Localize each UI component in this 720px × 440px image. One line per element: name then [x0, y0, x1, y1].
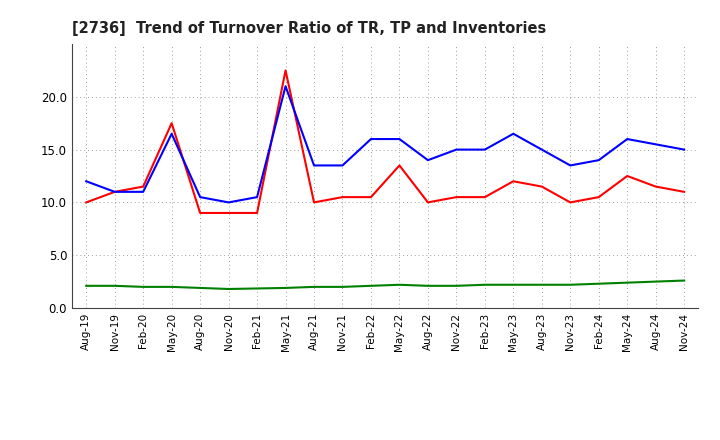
Inventories: [395, 282, 404, 287]
Trade Receivables: [395, 163, 404, 168]
Trade Receivables: [338, 194, 347, 200]
Inventories: [282, 285, 290, 290]
Trade Receivables: [509, 179, 518, 184]
Trade Receivables: [652, 184, 660, 189]
Trade Receivables: [423, 200, 432, 205]
Line: Trade Payables: Trade Payables: [86, 86, 684, 202]
Trade Payables: [480, 147, 489, 152]
Inventories: [139, 284, 148, 290]
Line: Trade Receivables: Trade Receivables: [86, 70, 684, 213]
Trade Payables: [566, 163, 575, 168]
Trade Receivables: [167, 121, 176, 126]
Trade Receivables: [623, 173, 631, 179]
Inventories: [196, 285, 204, 290]
Trade Payables: [366, 136, 375, 142]
Trade Receivables: [196, 210, 204, 216]
Trade Receivables: [366, 194, 375, 200]
Inventories: [537, 282, 546, 287]
Inventories: [82, 283, 91, 289]
Trade Payables: [395, 136, 404, 142]
Inventories: [595, 281, 603, 286]
Trade Receivables: [110, 189, 119, 194]
Trade Payables: [82, 179, 91, 184]
Trade Payables: [225, 200, 233, 205]
Trade Payables: [452, 147, 461, 152]
Trade Receivables: [253, 210, 261, 216]
Inventories: [652, 279, 660, 284]
Trade Payables: [537, 147, 546, 152]
Trade Receivables: [282, 68, 290, 73]
Trade Receivables: [566, 200, 575, 205]
Inventories: [253, 286, 261, 291]
Trade Payables: [196, 194, 204, 200]
Trade Receivables: [480, 194, 489, 200]
Inventories: [225, 286, 233, 292]
Inventories: [338, 284, 347, 290]
Trade Receivables: [595, 194, 603, 200]
Trade Payables: [680, 147, 688, 152]
Trade Payables: [595, 158, 603, 163]
Trade Payables: [253, 194, 261, 200]
Trade Receivables: [139, 184, 148, 189]
Inventories: [366, 283, 375, 289]
Trade Payables: [509, 131, 518, 136]
Trade Payables: [110, 189, 119, 194]
Inventories: [480, 282, 489, 287]
Inventories: [423, 283, 432, 289]
Inventories: [110, 283, 119, 289]
Trade Receivables: [310, 200, 318, 205]
Inventories: [566, 282, 575, 287]
Inventories: [452, 283, 461, 289]
Trade Payables: [652, 142, 660, 147]
Trade Payables: [423, 158, 432, 163]
Trade Payables: [623, 136, 631, 142]
Trade Receivables: [82, 200, 91, 205]
Trade Receivables: [225, 210, 233, 216]
Inventories: [167, 284, 176, 290]
Trade Payables: [282, 84, 290, 89]
Trade Payables: [167, 131, 176, 136]
Trade Receivables: [680, 189, 688, 194]
Text: [2736]  Trend of Turnover Ratio of TR, TP and Inventories: [2736] Trend of Turnover Ratio of TR, TP…: [72, 21, 546, 36]
Trade Payables: [338, 163, 347, 168]
Inventories: [509, 282, 518, 287]
Trade Payables: [310, 163, 318, 168]
Trade Receivables: [537, 184, 546, 189]
Trade Receivables: [452, 194, 461, 200]
Line: Inventories: Inventories: [86, 281, 684, 289]
Inventories: [310, 284, 318, 290]
Trade Payables: [139, 189, 148, 194]
Inventories: [623, 280, 631, 285]
Inventories: [680, 278, 688, 283]
